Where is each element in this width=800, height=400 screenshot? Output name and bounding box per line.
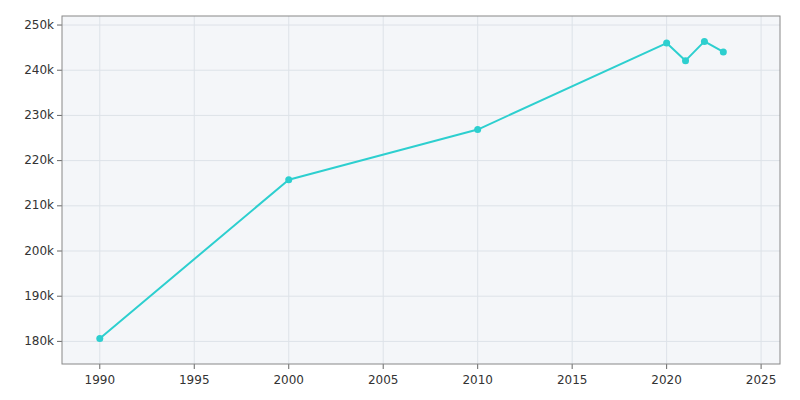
chart-container: 180k 190k 200k 210k 220k 230k 240k 250k 1990 1995… <box>0 0 800 400</box>
x-grid-line <box>288 16 289 364</box>
grid <box>62 16 780 364</box>
x-grid-line <box>477 16 478 364</box>
y-tick <box>57 70 62 71</box>
x-tick <box>99 364 100 369</box>
y-tick-label: 200k <box>24 244 54 258</box>
axes: 180k 190k 200k 210k 220k 230k 240k 250k 1990 1995… <box>24 18 776 387</box>
y-grid-line <box>62 296 780 297</box>
y-tick-label: 250k <box>24 18 54 32</box>
y-tick-label: 230k <box>24 108 54 122</box>
x-tick-label: 2005 <box>368 373 399 387</box>
point <box>285 176 292 183</box>
y-tick <box>57 205 62 206</box>
series <box>96 38 727 342</box>
y-grid-line <box>62 341 780 342</box>
x-grid-line <box>383 16 384 364</box>
x-tick-label: 2015 <box>557 373 588 387</box>
x-tick <box>288 364 289 369</box>
x-tick-label: 2000 <box>273 373 304 387</box>
y-grid-line <box>62 205 780 206</box>
y-grid-line <box>62 251 780 252</box>
y-tick <box>57 296 62 297</box>
x-tick-label: 1990 <box>85 373 116 387</box>
y-grid-line <box>62 70 780 71</box>
point <box>701 38 708 45</box>
y-tick-label: 210k <box>24 198 54 212</box>
x-tick <box>572 364 573 369</box>
y-tick <box>57 115 62 116</box>
x-tick-label: 2020 <box>651 373 682 387</box>
y-grid-line <box>62 25 780 26</box>
x-tick-label: 2025 <box>746 373 777 387</box>
point <box>96 335 103 342</box>
y-tick-label: 180k <box>24 334 54 348</box>
point <box>663 40 670 47</box>
x-tick <box>383 364 384 369</box>
x-grid-line <box>99 16 100 364</box>
x-tick <box>477 364 478 369</box>
x-tick <box>194 364 195 369</box>
y-tick <box>57 341 62 342</box>
y-tick-label: 190k <box>24 289 54 303</box>
point <box>474 126 481 133</box>
x-grid-line <box>761 16 762 364</box>
x-tick <box>761 364 762 369</box>
y-tick <box>57 25 62 26</box>
x-tick-label: 1995 <box>179 373 210 387</box>
x-tick <box>666 364 667 369</box>
x-grid-line <box>572 16 573 364</box>
x-grid-line <box>194 16 195 364</box>
y-grid-line <box>62 115 780 116</box>
y-grid-line <box>62 160 780 161</box>
y-tick <box>57 160 62 161</box>
plot-frame <box>62 16 780 364</box>
line <box>100 41 724 338</box>
y-tick <box>57 251 62 252</box>
y-tick-label: 220k <box>24 153 54 167</box>
point <box>720 48 727 55</box>
chart: 180k 190k 200k 210k 220k 230k 240k 250k 1990 1995… <box>0 0 800 400</box>
x-tick-label: 2010 <box>462 373 493 387</box>
plot-background <box>62 16 780 364</box>
point <box>682 57 689 64</box>
x-grid-line <box>666 16 667 364</box>
y-tick-label: 240k <box>24 63 54 77</box>
